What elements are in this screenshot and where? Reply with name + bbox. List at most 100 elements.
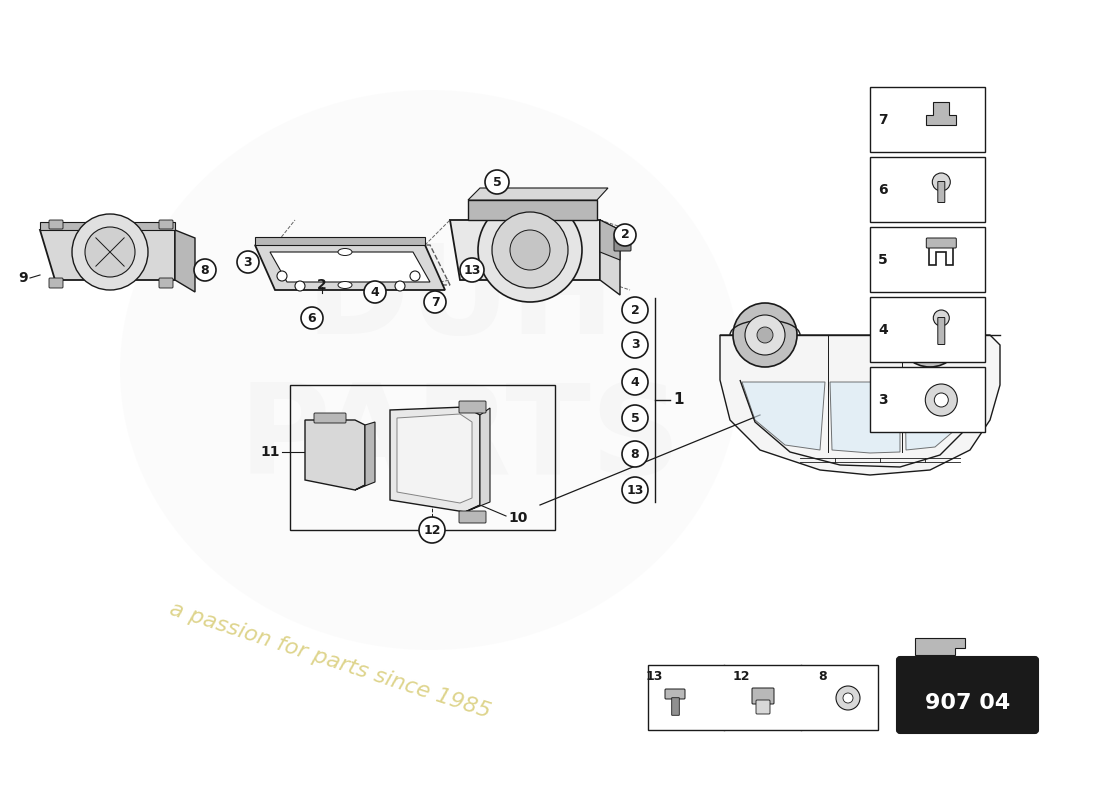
Circle shape [510, 230, 550, 270]
FancyBboxPatch shape [648, 665, 878, 730]
Text: 2: 2 [630, 303, 639, 317]
Text: 7: 7 [430, 295, 439, 309]
Text: 5: 5 [630, 411, 639, 425]
Circle shape [934, 393, 948, 407]
Text: 8: 8 [200, 263, 209, 277]
FancyBboxPatch shape [870, 87, 984, 152]
Circle shape [933, 310, 949, 326]
Circle shape [410, 271, 420, 281]
Polygon shape [468, 200, 597, 220]
Ellipse shape [338, 249, 352, 255]
Text: 13: 13 [646, 670, 663, 683]
FancyBboxPatch shape [160, 278, 173, 288]
FancyBboxPatch shape [926, 238, 956, 248]
Text: 907 04: 907 04 [925, 694, 1010, 714]
Polygon shape [926, 102, 956, 125]
Circle shape [621, 297, 648, 323]
Polygon shape [830, 382, 900, 453]
Text: 9: 9 [19, 271, 28, 285]
Circle shape [295, 281, 305, 291]
Text: 8: 8 [818, 670, 826, 683]
Polygon shape [355, 422, 375, 490]
Text: 11: 11 [261, 445, 280, 459]
Text: 6: 6 [308, 311, 317, 325]
FancyBboxPatch shape [756, 700, 770, 714]
Polygon shape [270, 252, 430, 282]
Polygon shape [390, 407, 480, 512]
FancyBboxPatch shape [672, 698, 680, 715]
Circle shape [301, 307, 323, 329]
Polygon shape [255, 245, 446, 290]
FancyBboxPatch shape [896, 657, 1038, 733]
Circle shape [843, 693, 852, 703]
Circle shape [492, 212, 568, 288]
Text: 1: 1 [673, 393, 683, 407]
Circle shape [922, 327, 938, 343]
Ellipse shape [338, 282, 352, 289]
Circle shape [933, 173, 950, 191]
Polygon shape [255, 237, 425, 245]
Circle shape [621, 477, 648, 503]
Circle shape [733, 303, 798, 367]
Circle shape [910, 315, 950, 355]
Polygon shape [600, 220, 620, 295]
Polygon shape [40, 222, 175, 230]
Text: 4: 4 [371, 286, 380, 298]
Circle shape [85, 227, 135, 277]
Circle shape [905, 310, 955, 360]
Polygon shape [915, 638, 965, 655]
Circle shape [395, 281, 405, 291]
FancyBboxPatch shape [752, 688, 774, 704]
Text: 5: 5 [878, 253, 888, 267]
Text: 5: 5 [493, 175, 502, 189]
Circle shape [485, 170, 509, 194]
Circle shape [621, 405, 648, 431]
FancyBboxPatch shape [50, 220, 63, 229]
Ellipse shape [120, 90, 740, 650]
Polygon shape [40, 230, 175, 280]
Circle shape [757, 327, 773, 343]
Circle shape [460, 258, 484, 282]
Text: 12: 12 [424, 523, 441, 537]
Text: 3: 3 [630, 338, 639, 351]
Circle shape [277, 271, 287, 281]
Text: 13: 13 [626, 483, 644, 497]
Text: 8: 8 [630, 447, 639, 461]
FancyBboxPatch shape [614, 237, 631, 251]
Circle shape [621, 369, 648, 395]
Polygon shape [275, 245, 450, 285]
Circle shape [194, 259, 216, 281]
Circle shape [364, 281, 386, 303]
FancyBboxPatch shape [314, 413, 346, 423]
Polygon shape [600, 220, 620, 260]
FancyBboxPatch shape [50, 278, 63, 288]
Circle shape [424, 291, 446, 313]
Circle shape [236, 251, 258, 273]
Circle shape [745, 315, 785, 355]
Text: DUH
PARTS: DUH PARTS [239, 239, 681, 501]
FancyBboxPatch shape [938, 318, 945, 345]
Text: 4: 4 [878, 323, 888, 337]
Circle shape [925, 384, 957, 416]
Circle shape [836, 686, 860, 710]
FancyBboxPatch shape [459, 511, 486, 523]
FancyBboxPatch shape [870, 227, 984, 292]
Text: 12: 12 [733, 670, 750, 683]
Text: a passion for parts since 1985: a passion for parts since 1985 [167, 598, 493, 722]
Polygon shape [175, 230, 195, 292]
Polygon shape [397, 414, 472, 503]
Polygon shape [742, 382, 825, 450]
Text: 13: 13 [463, 263, 481, 277]
Circle shape [898, 303, 962, 367]
FancyBboxPatch shape [938, 182, 945, 202]
Text: 4: 4 [630, 375, 639, 389]
Circle shape [419, 517, 446, 543]
Polygon shape [720, 335, 1000, 475]
Circle shape [478, 198, 582, 302]
Polygon shape [468, 188, 608, 200]
Circle shape [621, 332, 648, 358]
Text: 2: 2 [620, 229, 629, 242]
FancyBboxPatch shape [666, 689, 685, 699]
Text: 3: 3 [244, 255, 252, 269]
Polygon shape [450, 220, 600, 280]
